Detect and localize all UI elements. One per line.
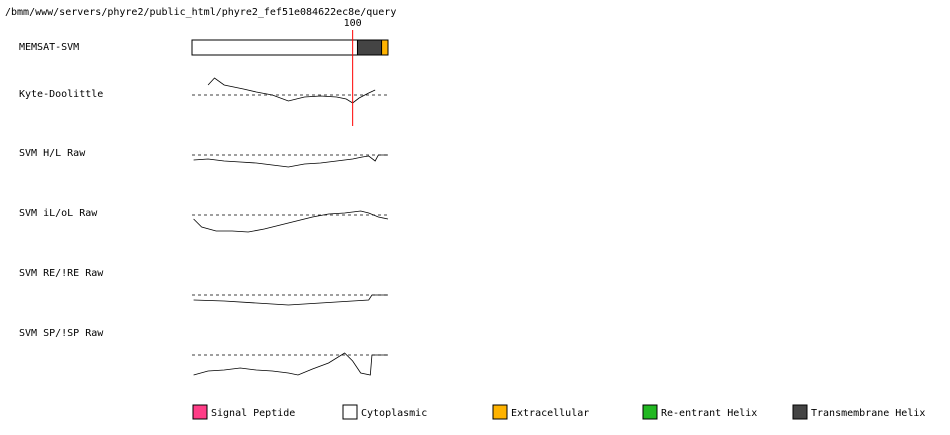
legend-swatch xyxy=(492,404,508,420)
query-path: /bmm/www/servers/phyre2/public_html/phyr… xyxy=(5,7,396,18)
segment xyxy=(191,39,358,56)
track-label: MEMSAT-SVM xyxy=(19,42,79,53)
legend-swatch xyxy=(192,404,208,420)
trace xyxy=(193,154,388,168)
trace xyxy=(193,352,388,376)
trace xyxy=(193,294,388,306)
track-label: Kyte-Doolittle xyxy=(19,89,103,100)
track-label: SVM H/L Raw xyxy=(19,148,86,159)
trace xyxy=(207,77,376,104)
legend-label: Cytoplasmic xyxy=(361,408,427,419)
trace xyxy=(193,210,389,233)
segment xyxy=(356,39,383,56)
legend-swatch xyxy=(642,404,658,420)
legend-label: Signal Peptide xyxy=(211,408,295,419)
segment xyxy=(381,39,389,56)
track-label: SVM SP/!SP Raw xyxy=(19,328,104,339)
track-label: SVM iL/oL Raw xyxy=(19,208,98,219)
legend-label: Re-entrant Helix xyxy=(661,408,757,419)
legend-label: Extracellular xyxy=(511,408,589,419)
legend-swatch xyxy=(792,404,808,420)
legend-swatch xyxy=(342,404,358,420)
track-label: SVM RE/!RE Raw xyxy=(19,268,104,279)
marker-label: 100 xyxy=(344,18,362,29)
legend-label: Transmembrane Helix xyxy=(811,408,925,419)
